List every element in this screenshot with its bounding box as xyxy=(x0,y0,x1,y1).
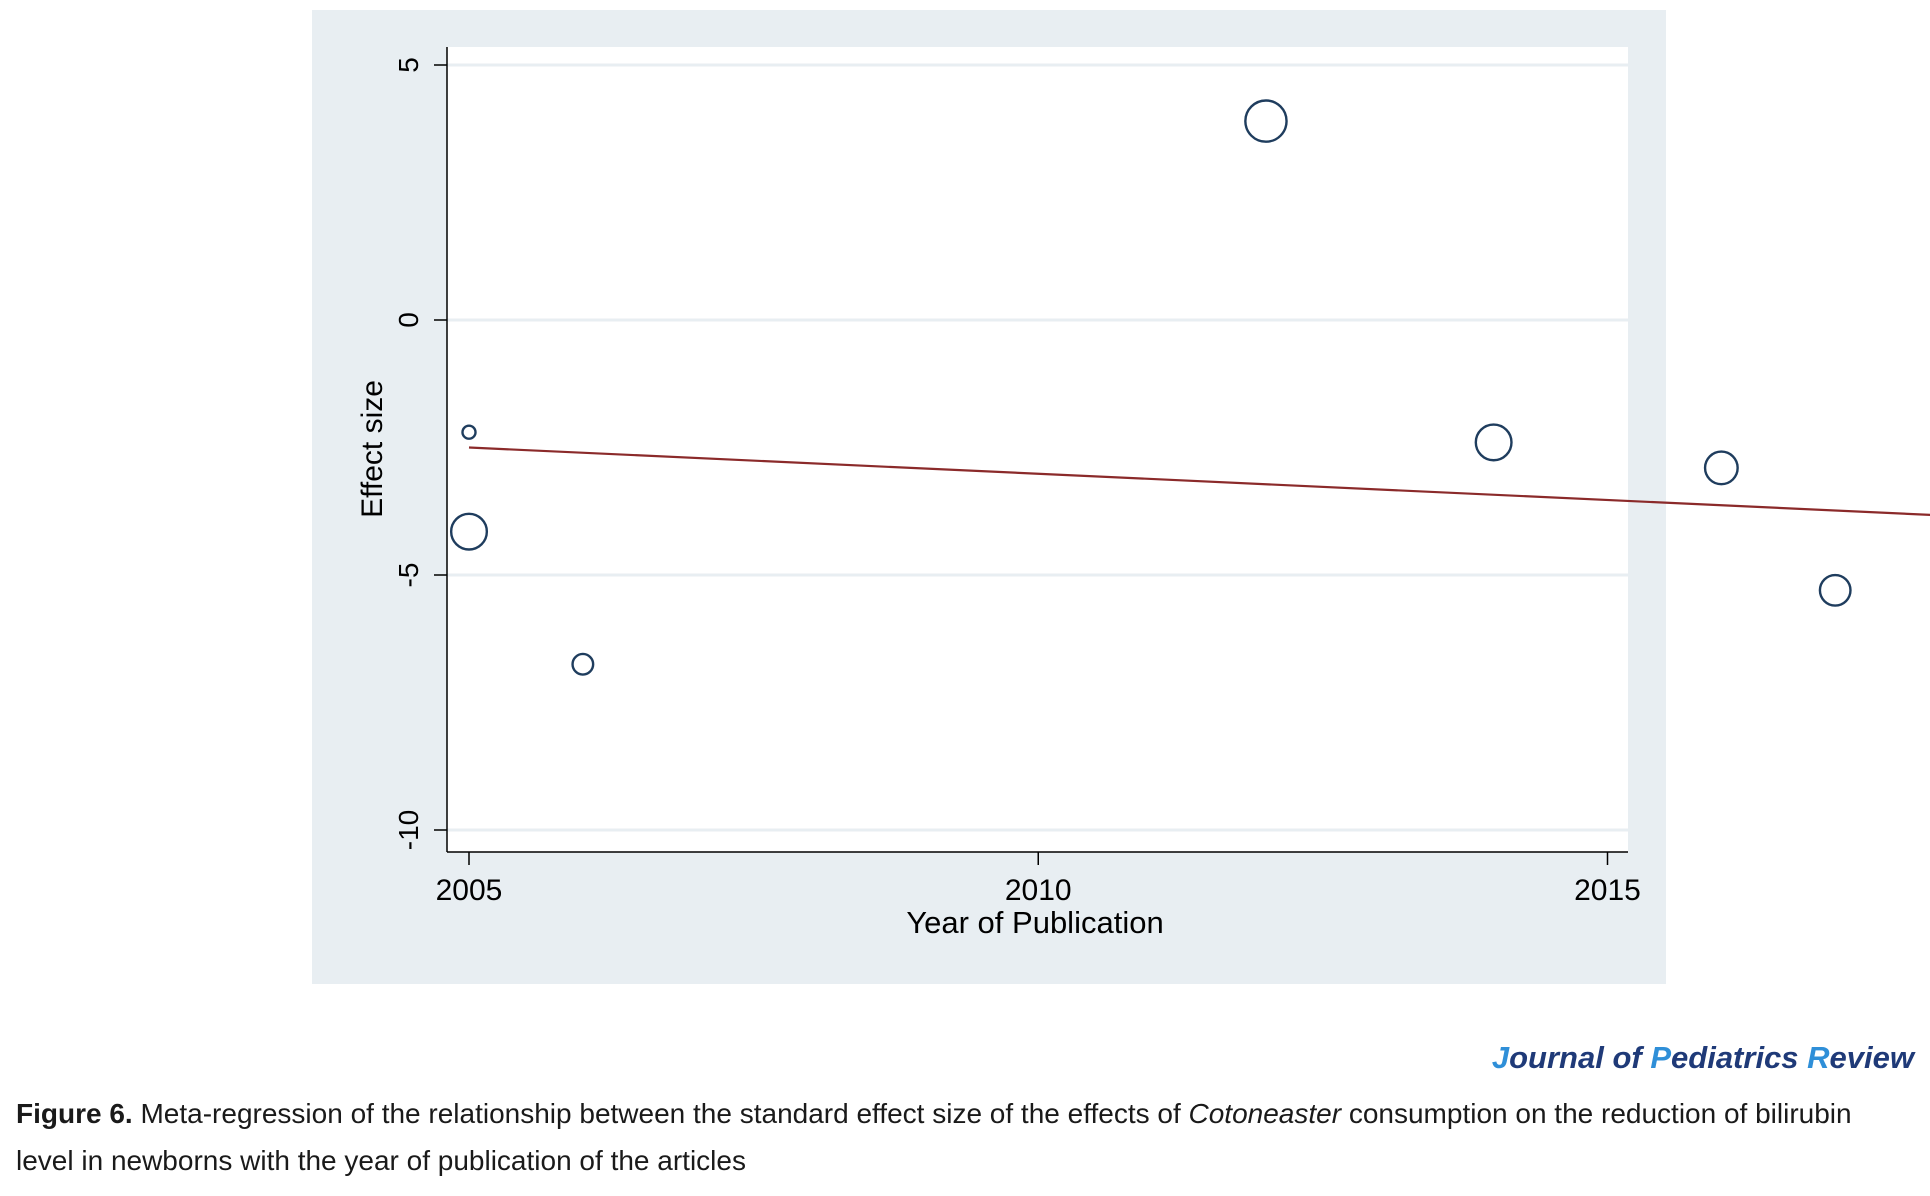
axes xyxy=(434,47,1628,865)
data-points xyxy=(449,99,1852,676)
caption-text-after: consumption on the reduction of bilirubi… xyxy=(16,1098,1852,1176)
data-point-2 xyxy=(571,652,595,676)
x-tick-label-1: 2010 xyxy=(1005,874,1072,907)
y-tick-labels: 5 0 -5 -10 xyxy=(393,57,424,850)
x-axis-label: Year of Publication xyxy=(906,905,1163,940)
plot-area xyxy=(447,47,1628,852)
data-point-5 xyxy=(1703,450,1739,486)
x-tick-labels: 20052010201520202025 xyxy=(436,874,1641,907)
figure-label: Figure 6. xyxy=(16,1098,133,1129)
y-tick-label-2: -5 xyxy=(393,563,424,588)
x-tick-label-2: 2015 xyxy=(1574,874,1641,907)
data-point-4 xyxy=(1474,423,1513,462)
y-axis-label: Effect size xyxy=(356,380,389,518)
figure-caption: Figure 6. Meta-regression of the relatio… xyxy=(16,1090,1916,1184)
caption-italic: Cotoneaster xyxy=(1188,1098,1342,1129)
y-tick-label-1: 0 xyxy=(393,312,424,328)
y-tick-label-0: 5 xyxy=(393,57,424,73)
data-point-0 xyxy=(461,424,477,440)
data-point-6 xyxy=(1818,573,1852,607)
caption-text-before: Meta-regression of the relationship betw… xyxy=(132,1098,1189,1129)
fit-line-group xyxy=(468,446,1930,516)
gridlines xyxy=(447,63,1628,832)
y-tick-label-3: -10 xyxy=(393,810,424,850)
data-point-1 xyxy=(449,512,489,551)
x-tick-label-0: 2005 xyxy=(436,874,503,907)
fit-line xyxy=(468,446,1930,516)
data-point-3 xyxy=(1244,99,1288,143)
journal-name: Journal of Pediatrics Review xyxy=(1491,1040,1914,1075)
